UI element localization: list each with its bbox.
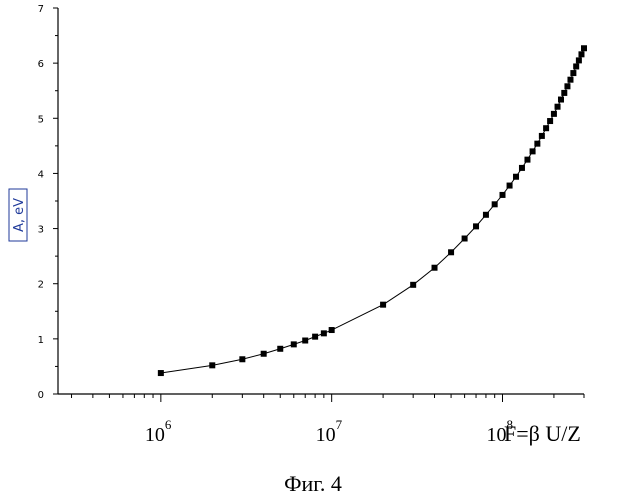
data-point (524, 157, 530, 163)
y-ticks: 0 1 2 3 4 5 6 7 (38, 4, 58, 401)
data-point (432, 265, 438, 271)
data-point (473, 223, 479, 229)
data-point (513, 174, 519, 180)
data-point (543, 125, 549, 131)
data-point (507, 183, 513, 189)
y-tick-label: 5 (38, 114, 44, 125)
data-point (530, 148, 536, 154)
data-point (555, 104, 561, 110)
x-tick-exponent: 7 (336, 417, 343, 432)
data-point (534, 141, 540, 147)
data-point (547, 118, 553, 124)
y-axis-label-text: A, eV (12, 198, 27, 232)
data-point (239, 356, 245, 362)
data-point (462, 236, 468, 242)
data-point (261, 351, 267, 357)
data-point (321, 330, 327, 336)
data-point (581, 45, 587, 51)
y-tick-label: 0 (38, 390, 44, 401)
data-point (561, 90, 567, 96)
data-point (539, 133, 545, 139)
data-point (312, 334, 318, 340)
data-point (329, 327, 335, 333)
figure-caption: Фиг. 4 (284, 471, 342, 496)
data-point (573, 63, 579, 69)
y-tick-label: 7 (38, 4, 44, 15)
data-point (500, 192, 506, 198)
data-point (158, 370, 164, 376)
data-point (576, 57, 582, 63)
data-point (277, 346, 283, 352)
y-tick-label: 6 (38, 59, 44, 70)
data-point (519, 165, 525, 171)
data-point (209, 362, 215, 368)
data-points (158, 45, 587, 376)
x-axis-label: F=β U/Z (504, 421, 581, 446)
data-point (291, 341, 297, 347)
data-point (564, 83, 570, 89)
y-tick-label: 4 (38, 169, 44, 180)
data-point (483, 212, 489, 218)
data-point (492, 201, 498, 207)
y-tick-label: 3 (38, 225, 44, 236)
y-tick-label: 1 (38, 335, 44, 346)
data-point (578, 51, 584, 57)
data-point (448, 249, 454, 255)
series-line (161, 48, 584, 373)
data-point (302, 338, 308, 344)
data-point (410, 282, 416, 288)
data-point (380, 302, 386, 308)
data-point (551, 111, 557, 117)
data-point (558, 97, 564, 103)
y-axis-label: A, eV (9, 189, 27, 241)
data-point (570, 70, 576, 76)
x-tick-label: 10 (316, 424, 336, 446)
x-tick-label: 10 (145, 424, 165, 446)
data-point (567, 77, 573, 83)
x-tick-exponent: 6 (165, 417, 172, 432)
y-tick-label: 2 (38, 280, 44, 291)
